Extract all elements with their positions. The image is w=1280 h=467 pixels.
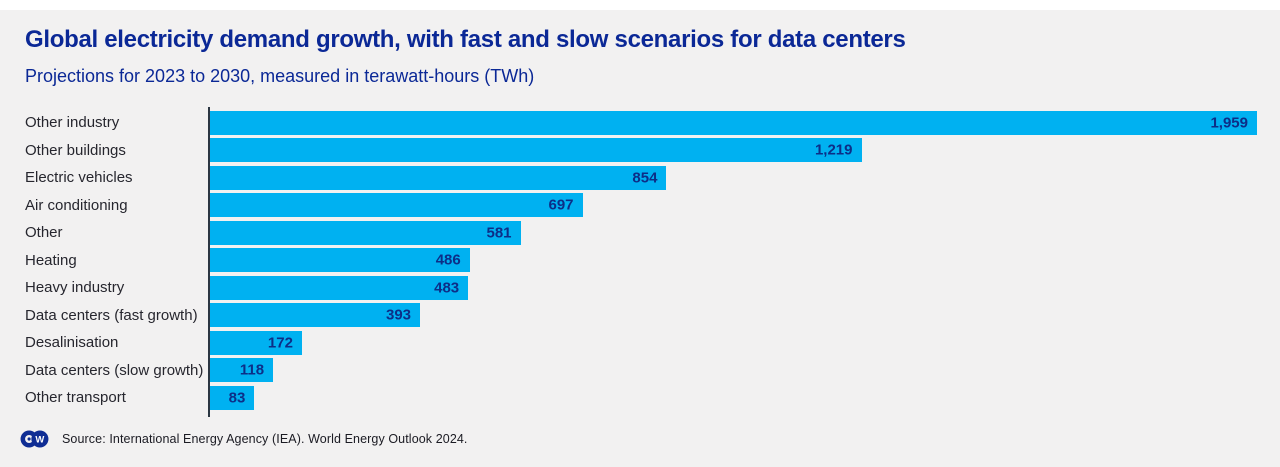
value-label: 486 bbox=[435, 251, 461, 269]
value-label: 393 bbox=[386, 306, 412, 324]
chart-title: Global electricity demand growth, with f… bbox=[25, 26, 906, 53]
chart-row: Data centers (fast growth) 393 bbox=[0, 302, 1280, 330]
chart-row: Heating 486 bbox=[0, 247, 1280, 275]
chart-row: Data centers (slow growth) 118 bbox=[0, 357, 1280, 385]
category-label: Data centers (slow growth) bbox=[25, 361, 204, 379]
bar: 581 bbox=[210, 220, 521, 245]
bar-track: 1,219 bbox=[210, 138, 1257, 163]
chart-row: Air conditioning 697 bbox=[0, 192, 1280, 220]
bar: 483 bbox=[210, 275, 469, 300]
category-label: Heavy industry bbox=[25, 279, 125, 297]
value-label: 1,219 bbox=[814, 141, 853, 159]
category-label: Electric vehicles bbox=[25, 169, 133, 187]
bar-track: 83 bbox=[210, 385, 1257, 410]
chart-row: Other buildings 1,219 bbox=[0, 137, 1280, 165]
bar: 486 bbox=[210, 248, 470, 273]
category-label: Heating bbox=[25, 251, 77, 269]
chart-row: Other industry 1,959 bbox=[0, 109, 1280, 137]
bar: 393 bbox=[210, 303, 421, 328]
bar-track: 854 bbox=[210, 165, 1257, 190]
category-label: Other bbox=[25, 224, 63, 242]
value-label: 483 bbox=[434, 279, 460, 297]
bar: 1,959 bbox=[210, 110, 1257, 135]
chart-row: Heavy industry 483 bbox=[0, 274, 1280, 302]
category-label: Other industry bbox=[25, 114, 120, 132]
chart-row: Desalinisation 172 bbox=[0, 329, 1280, 357]
bar: 118 bbox=[210, 358, 274, 383]
bar-track: 486 bbox=[210, 248, 1257, 273]
value-label: 1,959 bbox=[1210, 114, 1248, 132]
value-label: 118 bbox=[239, 361, 265, 379]
chart-row: Other 581 bbox=[0, 219, 1280, 247]
category-label: Air conditioning bbox=[25, 196, 128, 214]
bar-track: 393 bbox=[210, 303, 1257, 328]
bar-chart: Other industry 1,959 Other buildings 1,219 E… bbox=[0, 107, 1280, 417]
chart-footer: W Source: International Energy Agency (I… bbox=[20, 430, 468, 448]
chart-row: Other transport 83 bbox=[0, 384, 1280, 412]
source-text: Source: International Energy Agency (IEA… bbox=[62, 432, 468, 446]
value-label: 854 bbox=[632, 169, 658, 187]
bar: 172 bbox=[210, 330, 302, 355]
bar-track: 697 bbox=[210, 193, 1257, 218]
y-axis-line bbox=[208, 107, 210, 417]
category-label: Other transport bbox=[25, 389, 126, 407]
bar-track: 581 bbox=[210, 220, 1257, 245]
category-label: Desalinisation bbox=[25, 334, 119, 352]
bar-track: 1,959 bbox=[210, 110, 1257, 135]
value-label: 697 bbox=[548, 196, 574, 214]
value-label: 83 bbox=[228, 389, 246, 407]
chart-subtitle: Projections for 2023 to 2030, measured i… bbox=[25, 66, 535, 86]
chart-row: Electric vehicles 854 bbox=[0, 164, 1280, 192]
bar: 1,219 bbox=[210, 138, 862, 163]
chart-card: Global electricity demand growth, with f… bbox=[0, 10, 1280, 467]
bar-track: 118 bbox=[210, 358, 1257, 383]
bar-track: 172 bbox=[210, 330, 1257, 355]
bar: 697 bbox=[210, 193, 583, 218]
category-label: Data centers (fast growth) bbox=[25, 306, 198, 324]
bar: 854 bbox=[210, 165, 667, 190]
dw-logo: W bbox=[20, 430, 49, 448]
bar-track: 483 bbox=[210, 275, 1257, 300]
value-label: 581 bbox=[486, 224, 512, 242]
bar: 83 bbox=[210, 385, 255, 410]
svg-text:W: W bbox=[35, 434, 44, 445]
value-label: 172 bbox=[267, 334, 293, 352]
category-label: Other buildings bbox=[25, 141, 126, 159]
